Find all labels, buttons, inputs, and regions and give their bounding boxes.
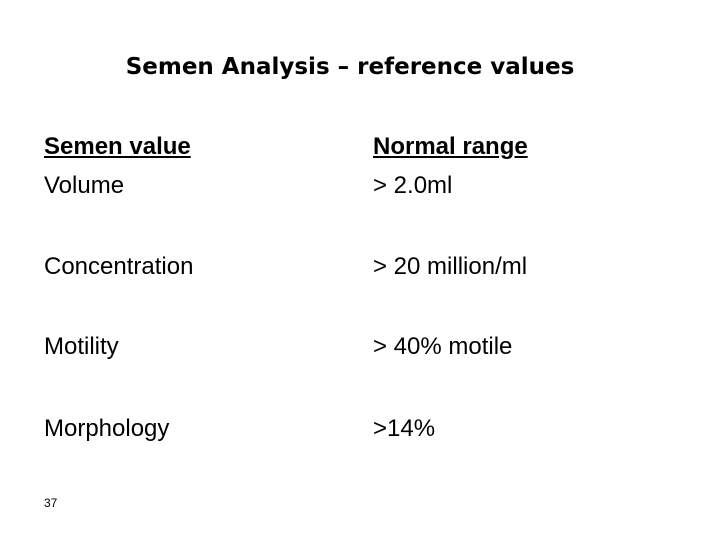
table-cell: Morphology	[44, 415, 170, 442]
slide-title: Semen Analysis – reference values	[125, 54, 575, 80]
page-number: 37	[44, 496, 58, 510]
column-header: Normal range	[373, 133, 528, 160]
table-cell: >14%	[373, 415, 436, 442]
column-header: Semen value	[44, 133, 191, 160]
table-cell: > 2.0ml	[373, 172, 453, 199]
table-cell: Concentration	[44, 253, 194, 280]
table-cell: Motility	[44, 333, 119, 360]
table-cell: > 40% motile	[373, 333, 513, 360]
table-cell: Volume	[44, 172, 125, 199]
table-cell: > 20 million/ml	[373, 253, 528, 280]
